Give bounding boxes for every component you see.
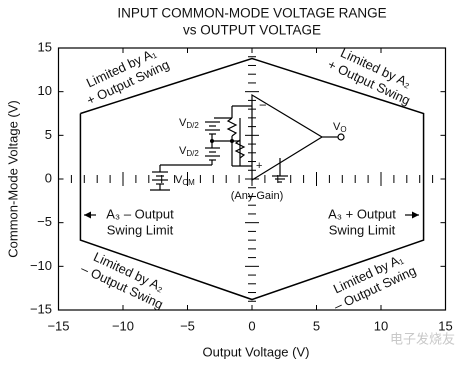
annotation: Limited by A₁+ Output Swing bbox=[84, 45, 172, 108]
watermark: 电子发烧友 bbox=[390, 331, 455, 346]
arrow-head bbox=[84, 211, 91, 219]
circuit-label: − bbox=[259, 97, 267, 112]
y-tick-label: 15 bbox=[38, 39, 52, 54]
arrow-head bbox=[412, 211, 419, 219]
y-tick-label: 0 bbox=[45, 170, 52, 185]
y-tick-label: 5 bbox=[45, 127, 52, 142]
label-main: V bbox=[175, 174, 183, 186]
x-tick-label: 10 bbox=[374, 318, 388, 333]
label-main: V bbox=[179, 145, 187, 157]
title-line: INPUT COMMON-MODE VOLTAGE RANGE bbox=[117, 6, 386, 21]
x-tick-label: −10 bbox=[112, 318, 134, 333]
circuit-label: + bbox=[256, 160, 262, 172]
annotation-line: Swing Limit bbox=[329, 222, 396, 237]
y-axis-label: Common-Mode Voltage (V) bbox=[5, 100, 20, 258]
resistor bbox=[226, 117, 238, 137]
x-tick-label: −5 bbox=[180, 318, 195, 333]
label-sub: O bbox=[340, 125, 346, 134]
x-tick-label: −15 bbox=[47, 318, 69, 333]
x-axis-label: Output Voltage (V) bbox=[203, 344, 310, 359]
op-amp bbox=[251, 93, 324, 182]
circuit-label: VCM bbox=[175, 174, 195, 187]
annotation-line: A₃ – Output bbox=[106, 206, 174, 221]
x-tick-label: 0 bbox=[248, 318, 255, 333]
circuit-label: VD/2 bbox=[179, 145, 199, 158]
x-tick-label: 15 bbox=[438, 318, 452, 333]
y-tick-label: −10 bbox=[30, 258, 52, 273]
junctions bbox=[210, 139, 234, 143]
label-main: V bbox=[179, 117, 187, 129]
label-sub: D/2 bbox=[186, 121, 199, 130]
circuit-label: VD/2 bbox=[179, 117, 199, 130]
circuit-label: VO bbox=[333, 121, 347, 134]
x-tick-label: 5 bbox=[313, 318, 320, 333]
label-main: V bbox=[333, 121, 341, 133]
y-tick-label: 10 bbox=[38, 83, 52, 98]
label-sub: CM bbox=[182, 178, 195, 187]
label-sub: D/2 bbox=[186, 149, 199, 158]
annotation-line: A₃ + Output bbox=[328, 206, 396, 221]
resistor bbox=[234, 139, 246, 159]
title-line: vs OUTPUT VOLTAGE bbox=[183, 23, 321, 38]
junction bbox=[210, 139, 214, 143]
boundary-line bbox=[79, 57, 425, 301]
y-tick-label: −15 bbox=[30, 301, 52, 316]
junction bbox=[230, 139, 234, 143]
circuit-label: (Any Gain) bbox=[231, 190, 284, 202]
annotation: Limited by A₂+ Output Swing bbox=[325, 45, 413, 108]
annotation-line: Swing Limit bbox=[107, 222, 174, 237]
terminal bbox=[337, 133, 345, 141]
y-tick-label: −5 bbox=[37, 214, 52, 229]
